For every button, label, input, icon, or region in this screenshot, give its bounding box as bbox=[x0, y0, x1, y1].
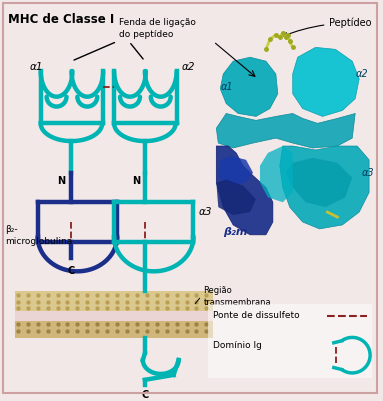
Text: Ponte de dissulfeto: Ponte de dissulfeto bbox=[213, 311, 300, 320]
Text: Região
transmembrana: Região transmembrana bbox=[203, 286, 271, 307]
Text: α3: α3 bbox=[198, 207, 212, 217]
Polygon shape bbox=[216, 180, 256, 215]
Text: β₂m: β₂m bbox=[223, 227, 248, 237]
Text: α1: α1 bbox=[30, 62, 43, 72]
Text: Domínio Ig: Domínio Ig bbox=[213, 341, 262, 350]
Text: β₂-
microglobulina: β₂- microglobulina bbox=[5, 225, 72, 246]
Text: C: C bbox=[141, 390, 149, 400]
Text: α1: α1 bbox=[220, 82, 233, 92]
Text: Fenda de ligação
do peptídeo: Fenda de ligação do peptídeo bbox=[119, 18, 196, 38]
Text: N: N bbox=[132, 176, 140, 186]
Bar bbox=[208, 304, 372, 378]
Bar bbox=[15, 321, 213, 338]
Polygon shape bbox=[260, 146, 293, 202]
Bar bbox=[15, 311, 213, 321]
Polygon shape bbox=[216, 146, 273, 235]
Bar bbox=[15, 291, 213, 311]
Polygon shape bbox=[218, 156, 253, 186]
Polygon shape bbox=[220, 57, 278, 116]
Polygon shape bbox=[286, 158, 352, 207]
Text: N: N bbox=[57, 176, 65, 186]
Text: α2: α2 bbox=[182, 62, 195, 72]
Text: α3: α3 bbox=[362, 168, 375, 178]
Text: Peptídeo: Peptídeo bbox=[283, 18, 372, 36]
Polygon shape bbox=[293, 47, 359, 116]
Text: C: C bbox=[68, 266, 75, 276]
Text: MHC de Classe I: MHC de Classe I bbox=[8, 13, 114, 26]
Polygon shape bbox=[216, 113, 355, 148]
Polygon shape bbox=[280, 146, 369, 229]
Text: α2: α2 bbox=[355, 69, 368, 79]
